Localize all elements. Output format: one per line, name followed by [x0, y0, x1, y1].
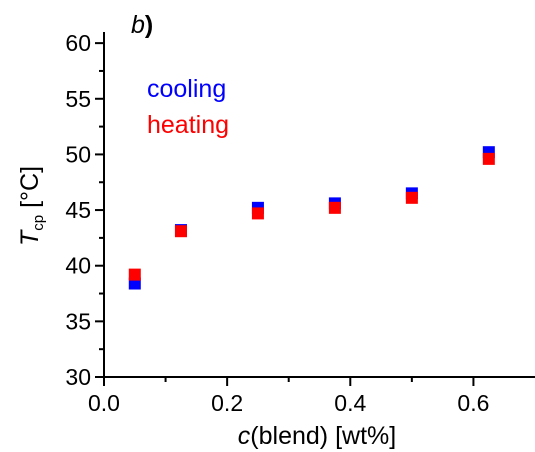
y-tick-label: 30 [65, 364, 91, 390]
legend-entry-heating: heating [147, 111, 229, 139]
axes [103, 32, 535, 378]
data-point-heating [251, 207, 264, 220]
data-point-heating [128, 268, 141, 281]
x-ticks: 0.0 0.2 0.4 0.6 [88, 377, 489, 416]
y-tick-label: 55 [65, 86, 91, 112]
x-axis-label: c(blend) [wt%] [238, 422, 396, 450]
y-tick-label: 50 [65, 141, 91, 167]
y-tick-label: 35 [65, 308, 91, 334]
data-point-heating [174, 225, 187, 238]
data-point-heating [482, 152, 495, 165]
x-tick-label: 0.2 [211, 390, 243, 416]
y-axis-label-symbol: T [16, 229, 44, 246]
x-tick-label: 0.4 [334, 390, 366, 416]
y-ticks: 30 35 40 45 50 55 60 [65, 30, 104, 390]
panel-label: b) [131, 11, 153, 39]
y-axis-label-subscript: cp [30, 215, 47, 231]
data-point-heating [328, 201, 341, 214]
y-tick-label: 45 [65, 197, 91, 223]
x-tick-label: 0.6 [457, 390, 489, 416]
y-axis-label-unit: [°C] [16, 166, 44, 215]
x-axis-label-text: (blend) [wt%] [250, 422, 396, 450]
y-tick-label: 40 [65, 253, 91, 279]
legend-entry-cooling: cooling [147, 75, 226, 103]
x-tick-label: 0.0 [88, 390, 120, 416]
data-point-heating [405, 191, 418, 204]
panel-label-paren: ) [145, 11, 153, 39]
markers [128, 146, 495, 290]
x-axis-label-symbol: c [238, 422, 251, 450]
y-axis-label: Tcp [°C] [16, 166, 47, 246]
y-tick-label: 60 [65, 30, 91, 56]
panel-label-letter: b [131, 11, 145, 39]
